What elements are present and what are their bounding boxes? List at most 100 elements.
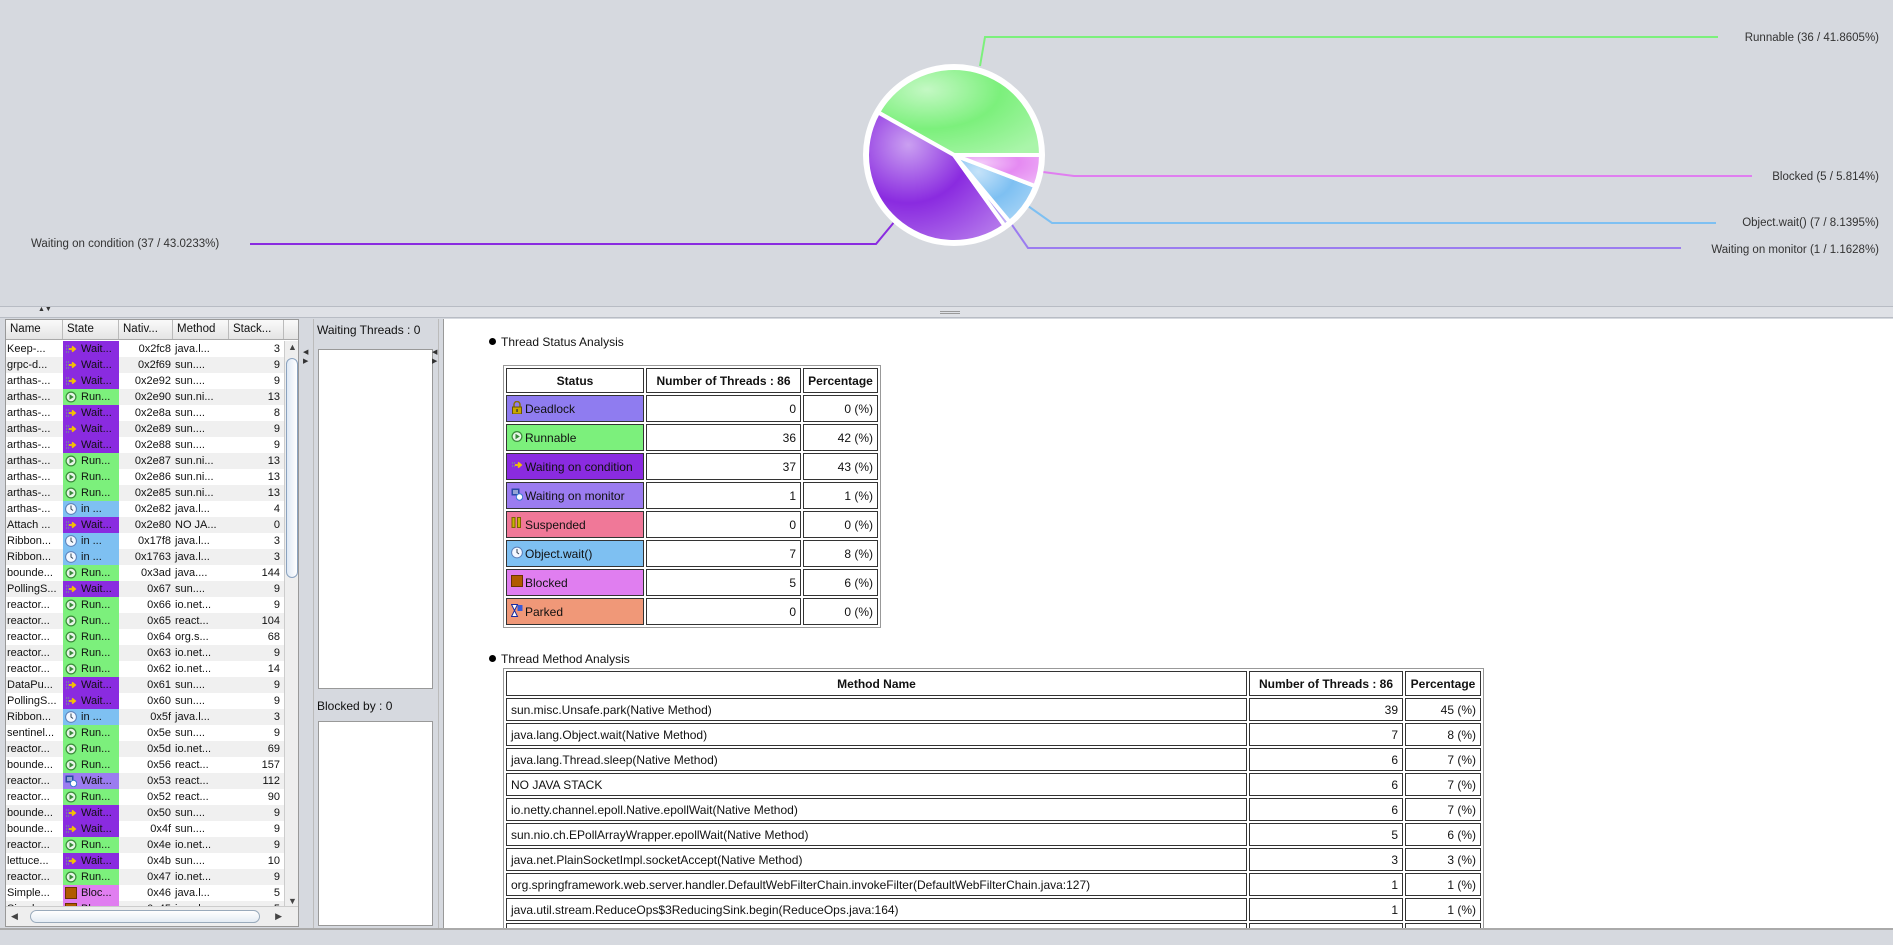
thread-row[interactable]: arthas-... Run... 0x2e90 sun.ni... 13	[6, 389, 286, 405]
thread-row[interactable]: Ribbon... in ... 0x17f8 java.l... 3	[6, 533, 286, 549]
scroll-down-icon[interactable]: ▼	[288, 896, 297, 906]
thread-row[interactable]: reactor... Run... 0x64 org.s... 68	[6, 629, 286, 645]
thread-state: Run...	[63, 597, 119, 613]
col-native[interactable]: Nativ...	[119, 320, 173, 339]
scroll-up-icon[interactable]: ▲	[288, 342, 297, 352]
thread-row[interactable]: reactor... Run... 0x52 react... 90	[6, 789, 286, 805]
thread-native-id: 0x4f	[150, 823, 171, 835]
thread-native-id: 0x5e	[147, 727, 171, 739]
status-percentage: 0 (%)	[803, 511, 878, 538]
thread-name: reactor...	[7, 871, 50, 883]
thread-row[interactable]: reactor... Run... 0x62 io.net... 14	[6, 661, 286, 677]
thread-row[interactable]: bounde... Run... 0x3ad java.... 144	[6, 565, 286, 581]
thread-row[interactable]: bounde... Run... 0x56 react... 157	[6, 757, 286, 773]
thread-state-label: Run...	[81, 391, 111, 403]
thread-row[interactable]: arthas-... Wait... 0x2e8a sun.... 8	[6, 405, 286, 421]
thread-row[interactable]: bounde... Wait... 0x50 sun.... 9	[6, 805, 286, 821]
thread-row[interactable]: Ribbon... in ... 0x1763 java.l... 3	[6, 549, 286, 565]
divider-grip[interactable]	[940, 311, 960, 314]
thread-row[interactable]: reactor... Run... 0x5d io.net... 69	[6, 741, 286, 757]
vertical-scrollbar[interactable]: ▲ ▼	[284, 341, 298, 907]
thread-row[interactable]: reactor... Wait... 0x53 react... 112	[6, 773, 286, 789]
waiting-threads-list[interactable]	[318, 349, 433, 689]
thread-native-id: 0x5f	[150, 711, 171, 723]
horizontal-scrollbar[interactable]: ◀ ▶	[6, 906, 298, 926]
split-arrows-icon[interactable]: ◀ ▶	[303, 349, 309, 365]
thread-method: react...	[175, 615, 209, 627]
thread-state: in ...	[63, 709, 119, 725]
thread-native-id: 0x46	[147, 887, 171, 899]
thread-state-label: Wait...	[81, 359, 112, 371]
thread-native-id: 0x2e85	[134, 487, 171, 499]
thread-row[interactable]: DataPu... Wait... 0x61 sun.... 9	[6, 677, 286, 693]
thread-row[interactable]: arthas-... Wait... 0x2e92 sun.... 9	[6, 373, 286, 389]
thread-stack-depth: 144	[261, 567, 280, 579]
thread-row[interactable]: arthas-... Wait... 0x2e88 sun.... 9	[6, 437, 286, 453]
thread-method: sun....	[175, 375, 205, 387]
thread-row[interactable]: Simple... Bloc... 0x46 java.l... 5	[6, 885, 286, 901]
thread-stack-depth: 112	[262, 775, 280, 787]
thread-row[interactable]: bounde... Wait... 0x4f sun.... 9	[6, 821, 286, 837]
thread-method: sun....	[175, 679, 205, 691]
thread-row[interactable]: Ribbon... in ... 0x5f java.l... 3	[6, 709, 286, 725]
blocked-by-list[interactable]	[318, 721, 433, 926]
status-name: Waiting on condition	[525, 460, 633, 474]
thread-state: Wait...	[63, 341, 119, 357]
thread-stack-depth: 4	[273, 503, 280, 515]
scroll-left-icon[interactable]: ◀	[11, 911, 18, 921]
status-cell: Blocked	[506, 569, 644, 596]
thread-state: Wait...	[63, 357, 119, 373]
thread-state: Wait...	[63, 421, 119, 437]
thread-name: bounde...	[7, 823, 53, 835]
thread-row[interactable]: arthas-... Wait... 0x2e89 sun.... 9	[6, 421, 286, 437]
thread-state: Bloc...	[63, 885, 119, 901]
thread-row[interactable]: reactor... Run... 0x65 react... 104	[6, 613, 286, 629]
thread-row[interactable]: arthas-... Run... 0x2e87 sun.ni... 13	[6, 453, 286, 469]
thread-row[interactable]: Attach ... Wait... 0x2e80 NO JA... 0	[6, 517, 286, 533]
method-count: 5	[1249, 823, 1403, 846]
thread-row[interactable]: lettuce... Wait... 0x4b sun.... 10	[6, 853, 286, 869]
blocked-by-label: Blocked by : 0	[317, 699, 393, 713]
thread-native-id: 0x5d	[147, 743, 171, 755]
thread-row[interactable]: reactor... Run... 0x47 io.net... 9	[6, 869, 286, 885]
split-arrows-icon-2[interactable]: ◀ ▶	[432, 349, 438, 365]
scroll-thumb[interactable]	[286, 358, 298, 578]
thread-row[interactable]: Keep-... Wait... 0x2fc8 java.l... 3	[6, 341, 286, 357]
thread-row[interactable]: PollingS... Wait... 0x60 sun.... 9	[6, 693, 286, 709]
col-stack[interactable]: Stack...	[229, 320, 284, 339]
thread-row[interactable]: arthas-... Run... 0x2e86 sun.ni... 13	[6, 469, 286, 485]
thread-row[interactable]: reactor... Run... 0x63 io.net... 9	[6, 645, 286, 661]
thread-row[interactable]: arthas-... in ... 0x2e82 java.l... 4	[6, 501, 286, 517]
thread-row[interactable]: sentinel... Run... 0x5e sun.... 9	[6, 725, 286, 741]
thread-method: java.l...	[175, 503, 210, 515]
pie-slice-blocked[interactable]	[952, 153, 1043, 189]
scroll-right-icon[interactable]: ▶	[275, 911, 282, 921]
method-row: java.net.PlainSocketImpl.socketAccept(Na…	[506, 848, 1481, 871]
status-cell: Waiting on monitor	[506, 482, 644, 509]
run-state-icon	[65, 839, 77, 851]
thread-method: sun....	[175, 359, 205, 371]
thread-row[interactable]: PollingS... Wait... 0x67 sun.... 9	[6, 581, 286, 597]
thread-state: Run...	[63, 725, 119, 741]
cond-state-icon	[65, 823, 77, 835]
thread-native-id: 0x52	[147, 791, 171, 803]
col-method[interactable]: Method	[173, 320, 229, 339]
thread-row[interactable]: reactor... Run... 0x66 io.net... 9	[6, 597, 286, 613]
thread-row[interactable]: arthas-... Run... 0x2e85 sun.ni... 13	[6, 485, 286, 501]
split-pane-divider[interactable]: ▲▼	[0, 306, 1893, 318]
thread-stack-depth: 0	[273, 519, 280, 531]
status-percentage: 8 (%)	[803, 540, 878, 567]
hscroll-thumb[interactable]	[30, 910, 260, 923]
cond-state-icon	[65, 855, 77, 867]
thread-state-label: Run...	[81, 599, 111, 611]
thread-state-label: Wait...	[81, 823, 112, 835]
collapse-arrows-icon[interactable]: ▲▼	[38, 306, 52, 313]
thread-state-label: Bloc...	[81, 887, 112, 899]
thread-state-label: Wait...	[81, 855, 112, 867]
col-state[interactable]: State	[63, 320, 119, 339]
thread-method: io.net...	[175, 871, 212, 883]
thread-row[interactable]: reactor... Run... 0x4e io.net... 9	[6, 837, 286, 853]
col-name[interactable]: Name	[6, 320, 63, 339]
thread-row[interactable]: grpc-d... Wait... 0x2f69 sun.... 9	[6, 357, 286, 373]
pie-slice-waiting-on-condition[interactable]	[865, 110, 1007, 244]
